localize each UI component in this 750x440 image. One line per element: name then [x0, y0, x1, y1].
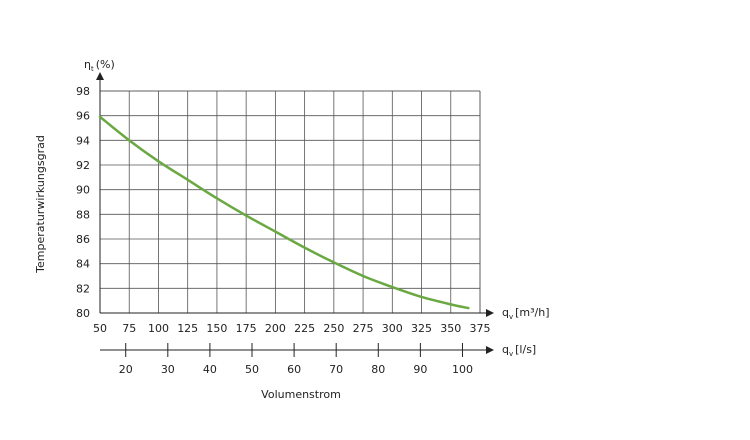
x-primary-unit: [m³/h]: [515, 306, 549, 319]
x-secondary-axis-arrow: [486, 346, 494, 354]
x-primary-tick-label: 200: [265, 322, 286, 335]
y-unit-subscript: t: [91, 65, 94, 73]
x-primary-tick-label: 50: [93, 322, 107, 335]
x-axis-title: Volumenstrom: [261, 388, 341, 401]
grid: [100, 90, 481, 313]
x-primary-tick-label: 275: [353, 322, 374, 335]
x-primary-symbol: q: [502, 306, 509, 319]
x-primary-tick-label: 325: [411, 322, 432, 335]
x-primary-tick-label: 300: [382, 322, 403, 335]
y-axis-arrow: [96, 72, 104, 80]
x-secondary-symbol: q: [502, 343, 509, 356]
y-unit-text: (%): [96, 58, 115, 71]
x-primary-tick-label: 100: [148, 322, 169, 335]
x-primary-tick-label: 75: [122, 322, 136, 335]
y-axis-title: Temperaturwirkungsgrad: [34, 135, 47, 274]
x-primary-tick-label: 125: [177, 322, 198, 335]
x-secondary-tick-label: 20: [119, 363, 133, 376]
y-tick-label: 96: [76, 110, 90, 123]
x-primary-tick-label: 375: [470, 322, 491, 335]
y-tick-label: 92: [76, 159, 90, 172]
y-unit-symbol: η: [84, 58, 91, 71]
x-secondary-tick-label: 100: [452, 363, 473, 376]
x-secondary-tick-label: 40: [203, 363, 217, 376]
y-tick-label: 90: [76, 184, 90, 197]
axes: [96, 72, 494, 357]
y-tick-label: 84: [76, 258, 90, 271]
x-secondary-tick-label: 50: [245, 363, 259, 376]
x-primary-tick-label: 250: [323, 322, 344, 335]
x-secondary-tick-label: 70: [329, 363, 343, 376]
x-primary-tick-label: 225: [294, 322, 315, 335]
x-secondary-unit: [l/s]: [515, 343, 536, 356]
tick-labels: 50 75 100 125 150 175 200 225 250 275 300 325 350 375…: [76, 85, 491, 376]
y-tick-label: 88: [76, 208, 90, 221]
x-secondary-tick-label: 30: [161, 363, 175, 376]
y-unit-label: ηt (%): [84, 58, 115, 73]
y-tick-label: 86: [76, 233, 90, 246]
series: [98, 115, 470, 310]
x-primary-axis-arrow: [486, 309, 494, 317]
x-secondary-tick-label: 90: [413, 363, 427, 376]
x-primary-subscript: v: [509, 313, 513, 321]
y-tick-label: 98: [76, 85, 90, 98]
x-primary-tick-label: 350: [440, 322, 461, 335]
x-primary-unit-label: qv [m³/h]: [502, 306, 550, 321]
x-secondary-tick-label: 80: [371, 363, 385, 376]
y-tick-label: 94: [76, 134, 90, 147]
x-primary-tick-label: 150: [206, 322, 227, 335]
x-secondary-tick-label: 60: [287, 363, 301, 376]
x-secondary-subscript: v: [509, 350, 513, 358]
x-secondary-unit-label: qv [l/s]: [502, 343, 536, 358]
series-line: [98, 115, 470, 310]
x-primary-tick-label: 175: [236, 322, 257, 335]
y-tick-label: 80: [76, 307, 90, 320]
y-tick-label: 82: [76, 282, 90, 295]
